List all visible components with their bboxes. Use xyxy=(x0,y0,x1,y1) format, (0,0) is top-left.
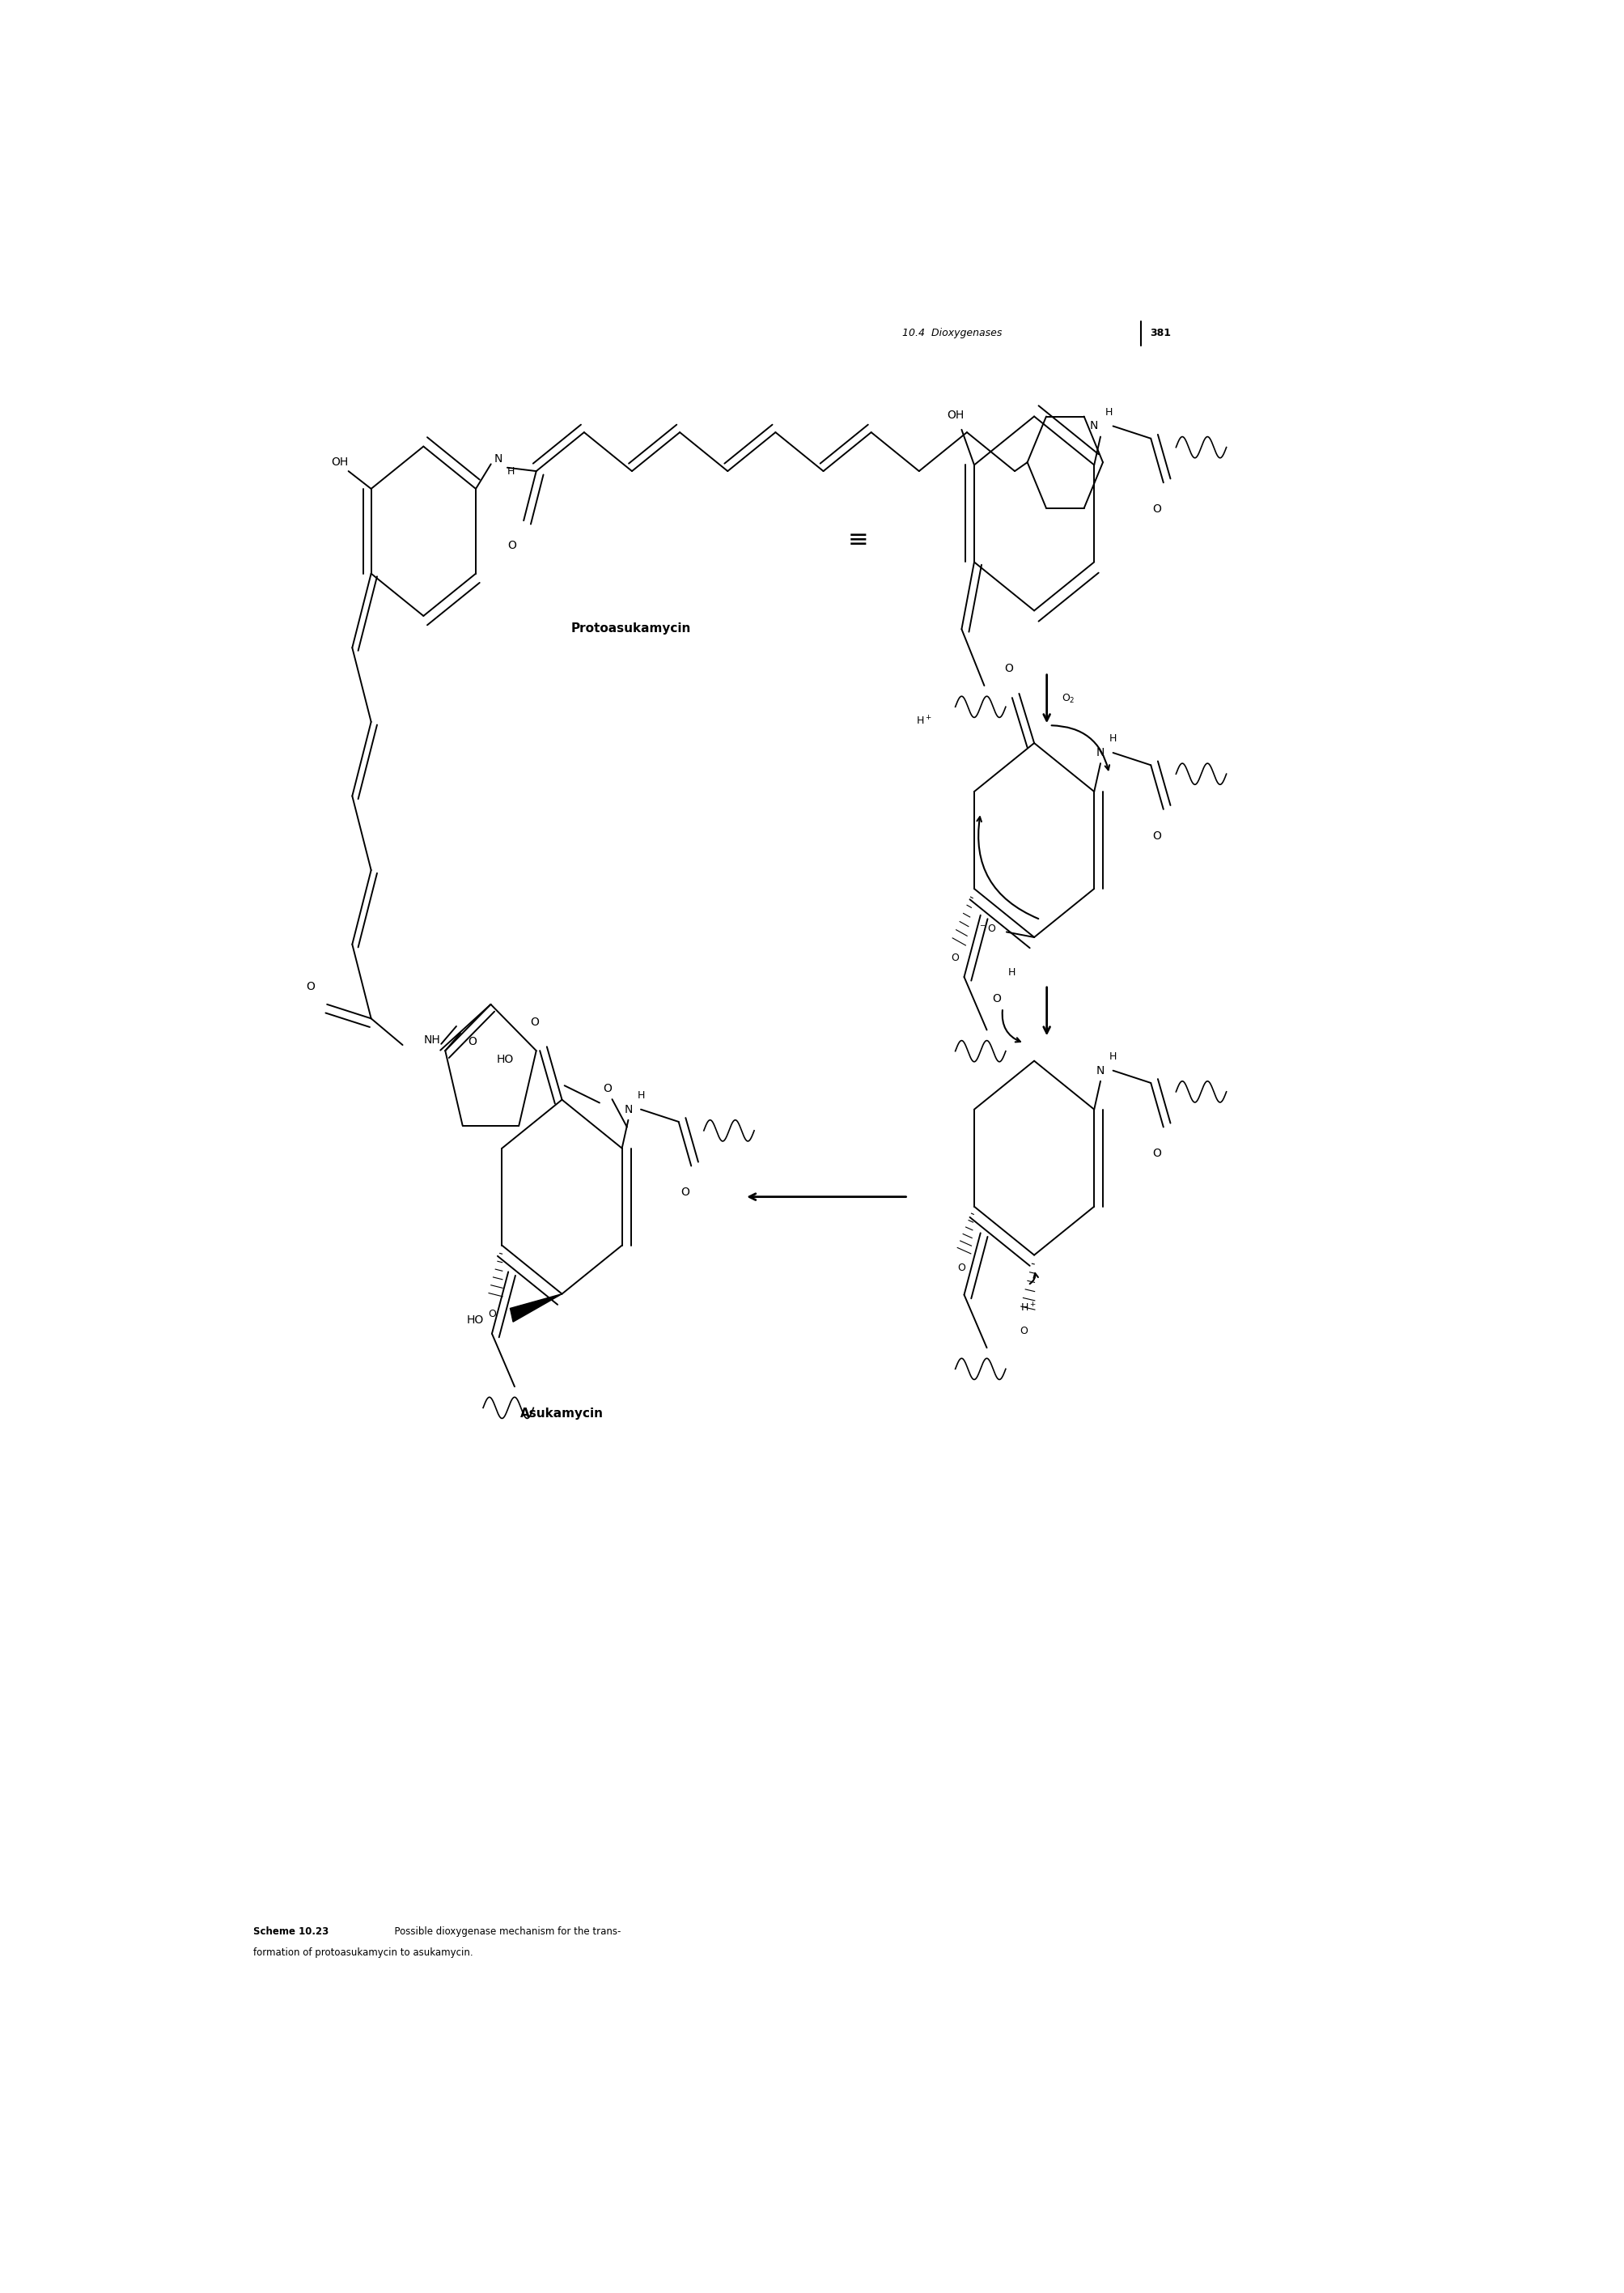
Text: H$^+$: H$^+$ xyxy=(1020,1302,1036,1314)
Text: O: O xyxy=(1151,830,1161,842)
Text: NH: NH xyxy=(424,1034,440,1046)
Text: N: N xyxy=(1096,748,1104,759)
Text: N: N xyxy=(1090,420,1098,431)
Text: N: N xyxy=(494,454,502,465)
Text: H$^+$: H$^+$ xyxy=(916,715,931,727)
Text: O: O xyxy=(957,1263,965,1273)
Text: HO: HO xyxy=(466,1314,484,1325)
Text: H: H xyxy=(637,1089,645,1101)
Text: OH: OH xyxy=(331,456,348,468)
Text: H: H xyxy=(1007,968,1015,977)
Text: O: O xyxy=(952,952,958,963)
Text: O: O xyxy=(1004,663,1013,674)
Text: H: H xyxy=(1104,406,1112,417)
Text: OH: OH xyxy=(947,410,963,422)
Text: H: H xyxy=(1109,1050,1116,1062)
Text: Possible dioxygenase mechanism for the trans-: Possible dioxygenase mechanism for the t… xyxy=(388,1926,620,1938)
Text: Asukamycin: Asukamycin xyxy=(520,1408,604,1419)
Text: ≡: ≡ xyxy=(848,527,867,553)
Text: 381: 381 xyxy=(1150,328,1171,339)
Polygon shape xyxy=(510,1293,562,1321)
Text: O: O xyxy=(468,1036,476,1048)
Text: O: O xyxy=(680,1188,689,1197)
Text: O: O xyxy=(1151,1149,1161,1160)
Text: O: O xyxy=(529,1016,539,1027)
Text: O: O xyxy=(487,1309,495,1318)
Text: HO: HO xyxy=(497,1055,513,1066)
Text: H: H xyxy=(1109,734,1116,743)
Text: O$_2$: O$_2$ xyxy=(1062,692,1075,704)
Text: N: N xyxy=(624,1103,632,1114)
Text: O: O xyxy=(1151,504,1161,514)
Text: Protoasukamycin: Protoasukamycin xyxy=(572,621,690,635)
Text: O: O xyxy=(992,993,1000,1004)
Text: O: O xyxy=(1020,1325,1028,1337)
Text: Scheme 10.23: Scheme 10.23 xyxy=(253,1926,328,1938)
Text: N: N xyxy=(1096,1064,1104,1075)
Text: 10.4  Dioxygenases: 10.4 Dioxygenases xyxy=(901,328,1002,339)
Text: O: O xyxy=(603,1082,611,1094)
Text: O: O xyxy=(307,981,315,993)
Text: H: H xyxy=(507,465,515,477)
Text: O: O xyxy=(508,539,516,550)
Text: $^-$O: $^-$O xyxy=(978,924,996,933)
Text: formation of protoasukamycin to asukamycin.: formation of protoasukamycin to asukamyc… xyxy=(253,1947,473,1958)
